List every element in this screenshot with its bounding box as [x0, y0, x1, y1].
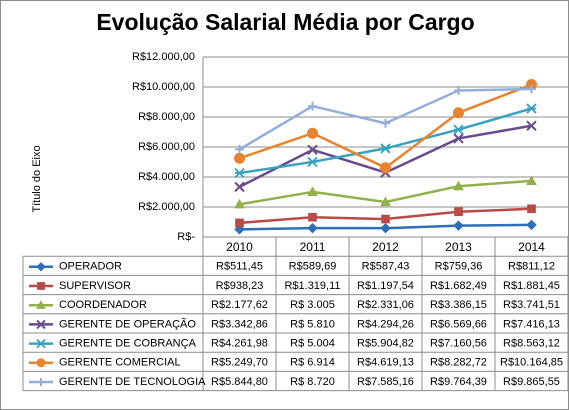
data-point	[526, 103, 537, 114]
table-cell-value: R$3.342,86	[211, 318, 268, 330]
table-cell-value: R$8.563,12	[503, 338, 560, 350]
chart-title: Evolução Salarial Média por Cargo	[96, 9, 475, 35]
table-cell-value: R$9.764,39	[430, 376, 487, 388]
table-cell-value: R$5.904,82	[357, 338, 414, 350]
data-point	[527, 84, 536, 94]
data-point	[453, 124, 464, 135]
legend-label: GERENTE DE OPERAÇÃO	[59, 317, 196, 330]
legend-key-marker	[36, 319, 46, 330]
data-point	[307, 186, 318, 197]
data-point	[234, 198, 245, 209]
y-tick-label: R$12.000,00	[132, 51, 195, 63]
legend-key-marker	[37, 282, 45, 290]
x-tick-label: 2010	[226, 240, 253, 254]
legend-label: SUPERVISOR	[59, 280, 131, 292]
legend-label: COORDENADOR	[59, 299, 147, 311]
data-point	[526, 120, 537, 131]
data-point	[453, 107, 464, 119]
table-cell-value: R$10.164,85	[500, 357, 563, 369]
data-point	[453, 180, 464, 191]
data-point	[235, 144, 244, 154]
legend-key-marker	[36, 300, 46, 309]
legend-label: OPERADOR	[59, 261, 122, 273]
data-point	[454, 86, 463, 96]
x-tick-label: 2011	[300, 240, 326, 254]
table-cell-value: R$7.585,16	[357, 376, 414, 388]
table-cell-value: R$511,45	[216, 261, 263, 273]
table-cell-value: R$7.416,13	[503, 318, 560, 330]
data-point	[380, 196, 391, 207]
legend-label: GERENTE DE COBRANÇA	[59, 338, 197, 350]
table-cell-value: R$587,43	[362, 261, 410, 273]
data-point	[381, 214, 390, 224]
table-cell-value: R$6.569,66	[430, 318, 487, 330]
table-cell-value: R$8.282,72	[430, 357, 487, 369]
data-point	[234, 152, 245, 164]
data-point	[453, 220, 464, 231]
data-point	[308, 212, 317, 222]
data-point	[235, 218, 244, 228]
table-cell-value: R$2.177,62	[211, 299, 268, 311]
table-cell-value: R$5.249,70	[211, 357, 268, 369]
x-tick-label: 2012	[372, 240, 399, 254]
data-point	[526, 175, 537, 185]
table-cell-value: R$ 3.005	[290, 299, 335, 311]
data-point	[307, 222, 318, 234]
legend-label: GERENTE COMERCIAL	[59, 357, 181, 369]
table-cell-value: R$811,12	[508, 261, 555, 273]
data-point	[381, 118, 390, 128]
legend-label: GERENTE DE TECNOLOGIA	[59, 376, 206, 388]
data-point	[380, 162, 391, 174]
data-point	[234, 181, 245, 193]
y-tick-label: R$2.000,00	[138, 201, 195, 213]
table-cell-value: R$1.197,54	[357, 280, 414, 292]
legend-key-marker	[36, 358, 46, 368]
data-point	[526, 219, 537, 231]
data-point	[454, 207, 463, 217]
legend-key-marker	[36, 262, 46, 272]
data-point	[307, 127, 318, 139]
table-cell-value: R$589,69	[289, 261, 337, 273]
table-cell-value: R$759,36	[435, 261, 483, 273]
data-point	[527, 204, 536, 214]
legend-key-marker	[37, 378, 45, 386]
data-point	[234, 167, 245, 179]
data-point	[380, 222, 391, 234]
table-cell-value: R$7.160,56	[430, 338, 487, 350]
data-point	[380, 143, 391, 154]
x-tick-label: 2014	[518, 240, 545, 254]
table-cell-value: R$1.319,11	[284, 280, 340, 292]
y-tick-label: R$6.000,00	[138, 141, 195, 153]
table-cell-value: R$2.331,06	[357, 299, 414, 311]
table-cell-value: R$4.294,26	[357, 318, 414, 330]
table-cell-value: R$ 8.720	[290, 376, 335, 388]
table-cell-value: R$3.386,15	[430, 299, 487, 311]
table-cell-value: R$5.844,80	[211, 376, 268, 388]
table-cell-value: R$9.865,55	[503, 376, 560, 388]
table-cell-value: R$4.261,98	[211, 338, 268, 350]
table-cell-value: R$ 5.004	[290, 338, 335, 350]
series-line	[238, 124, 532, 188]
data-point	[453, 133, 464, 144]
data-point	[307, 144, 318, 156]
y-tick-label: R$10.000,00	[132, 81, 195, 93]
table-cell-value: R$3.741,51	[503, 299, 560, 311]
table-cell-value: R$1.682,49	[430, 280, 487, 292]
table-cell-value: R$ 6.914	[290, 357, 335, 369]
legend-key-marker	[36, 338, 46, 349]
y-tick-label: R$-	[177, 231, 195, 243]
table-cell-value: R$ 5.810	[290, 318, 335, 330]
table-cell-value: R$1.881,45	[503, 280, 560, 292]
data-point	[307, 156, 318, 168]
table-cell-value: R$938,23	[216, 280, 264, 292]
x-tick-label: 2013	[445, 240, 472, 254]
y-tick-label: R$4.000,00	[138, 171, 195, 183]
y-tick-label: R$8.000,00	[138, 111, 195, 123]
table-cell-value: R$4.619,13	[357, 357, 414, 369]
data-point	[308, 101, 317, 111]
